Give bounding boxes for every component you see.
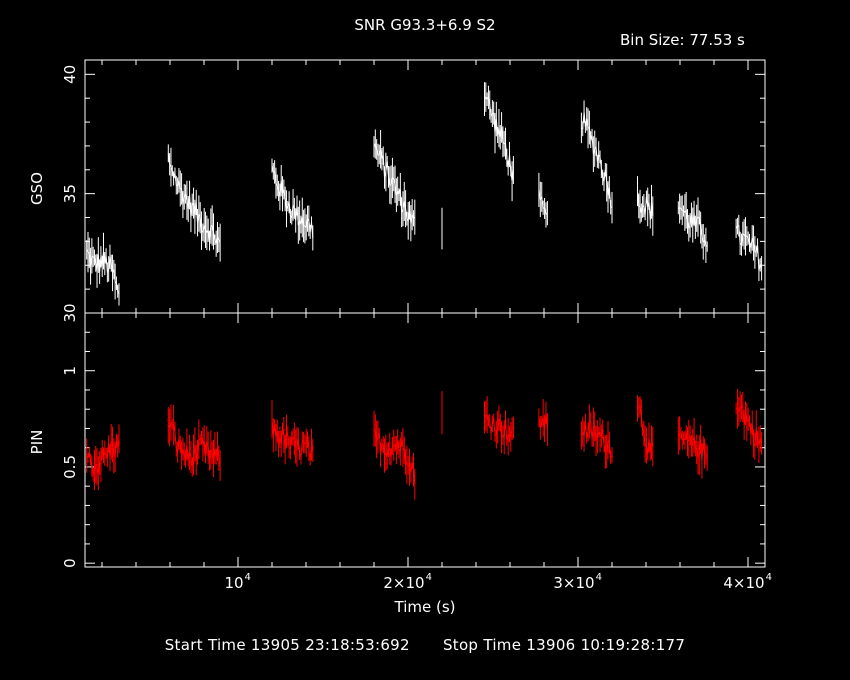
series-segment — [637, 176, 654, 236]
series-segment — [271, 400, 314, 467]
series-segment — [373, 410, 416, 500]
x-tick-exponent: 4 — [245, 572, 251, 583]
series-segment — [167, 404, 221, 481]
y-tick-label: 35 — [61, 184, 79, 203]
x-tick-label: 3×10 — [553, 574, 594, 592]
y-tick-label: 0 — [61, 558, 79, 568]
start-time-label: Start Time 13905 23:18:53:692 — [164, 636, 410, 654]
y-tick-label: 1 — [61, 366, 79, 376]
series-segment — [677, 191, 708, 263]
series-line — [373, 428, 416, 485]
series-segment — [538, 399, 548, 446]
y-axis-label: PIN — [28, 430, 46, 455]
x-tick-label: 4×10 — [723, 574, 764, 592]
series-line — [167, 153, 221, 246]
series-segment — [580, 404, 613, 469]
series-line — [484, 96, 514, 182]
series-line — [581, 111, 613, 209]
series-segment — [167, 144, 221, 262]
stop-time-label: Stop Time 13906 10:19:28:177 — [442, 636, 686, 654]
x-tick-label: 10 — [224, 574, 243, 592]
series-line — [271, 165, 314, 238]
series-segment — [484, 82, 514, 202]
bin-size-label: Bin Size: 77.53 s — [620, 31, 745, 49]
series-line — [167, 421, 221, 468]
series-line — [86, 249, 120, 295]
y-tick-label: 30 — [61, 303, 79, 322]
panel-frame-pin — [84, 312, 766, 568]
time-footer: Start Time 13905 23:18:53:692 Stop Time … — [0, 636, 850, 654]
y-tick-label: 40 — [61, 65, 79, 84]
series-segment — [86, 424, 120, 491]
y-tick-label: 0.5 — [61, 455, 79, 479]
series-line — [637, 191, 654, 221]
series-line — [538, 412, 548, 430]
x-tick-label: 2×10 — [383, 574, 424, 592]
series-line — [86, 438, 120, 475]
series-segment — [538, 172, 548, 228]
series-line — [735, 225, 763, 271]
series-line — [271, 419, 314, 460]
series-segment — [373, 129, 416, 242]
x-tick-exponent: 4 — [426, 572, 432, 583]
series-segment — [86, 231, 120, 306]
series-line — [484, 413, 514, 441]
series-line — [677, 432, 708, 462]
y-axis-label: GSO — [28, 172, 46, 205]
x-tick-exponent: 4 — [766, 572, 772, 583]
series-segment — [484, 396, 514, 456]
series-line — [735, 405, 763, 449]
x-axis-label: Time (s) — [394, 598, 456, 616]
x-tick-exponent: 4 — [596, 572, 602, 583]
series-line — [580, 420, 613, 460]
series-segment — [677, 416, 708, 479]
series-segment — [271, 158, 314, 251]
series-segment — [735, 388, 763, 464]
series-line — [373, 142, 416, 224]
chart-title: SNR G93.3+6.9 S2 — [354, 16, 495, 34]
series-segment — [580, 100, 613, 224]
series-line — [538, 189, 548, 217]
series-line — [637, 404, 654, 455]
series-segment — [735, 214, 763, 282]
series-segment — [637, 395, 654, 467]
series-line — [678, 207, 708, 247]
